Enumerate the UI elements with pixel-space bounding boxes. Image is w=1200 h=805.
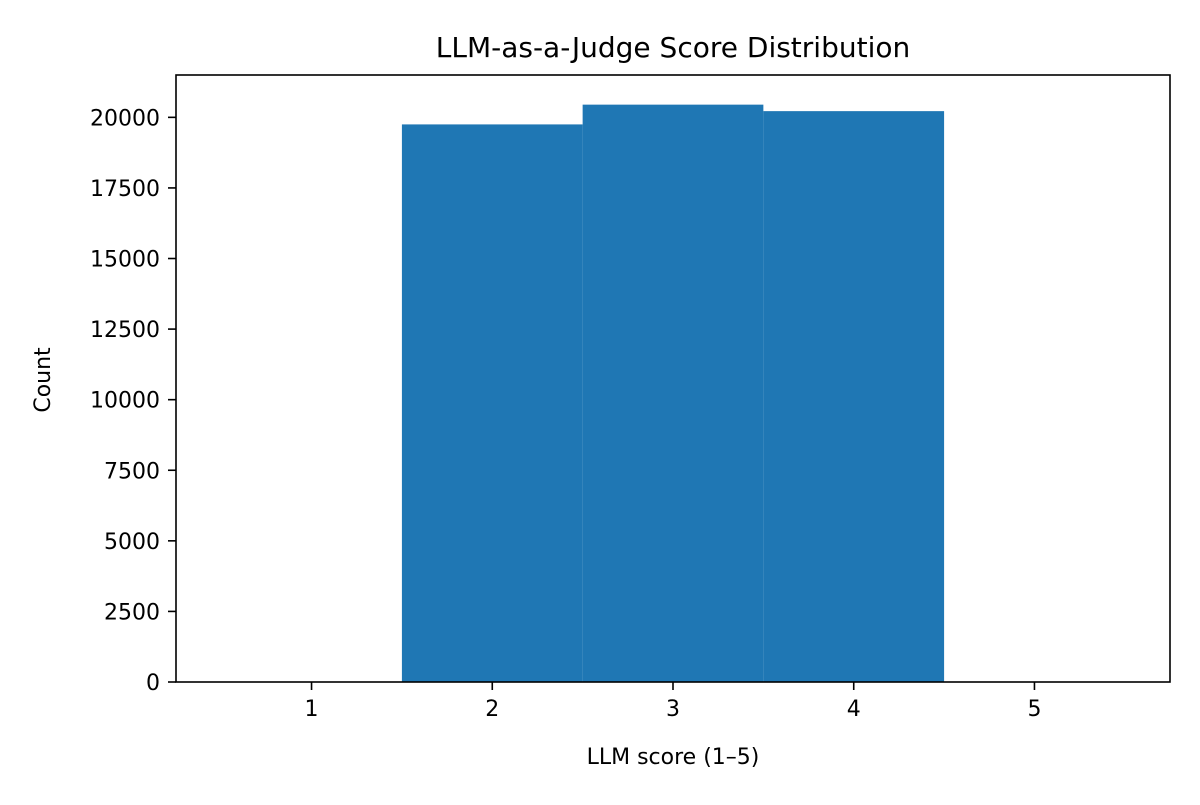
y-tick-label: 12500 (90, 318, 160, 343)
x-tick-label: 2 (485, 697, 499, 722)
x-tick-label: 1 (305, 697, 319, 722)
bar-score-2 (401, 124, 583, 682)
x-axis: 1 2 3 4 5 (305, 682, 1041, 722)
y-axis-label: Count (31, 347, 56, 413)
y-tick-label: 7500 (104, 459, 160, 484)
y-tick-label: 2500 (104, 600, 160, 625)
y-tick-label: 20000 (90, 106, 160, 131)
y-tick-label: 15000 (90, 248, 160, 273)
y-tick-label: 10000 (90, 389, 160, 414)
x-tick-label: 4 (847, 697, 861, 722)
bars-group (401, 104, 945, 683)
y-axis: 0 2500 5000 7500 10000 12500 15000 17500 20000 (90, 106, 176, 696)
y-tick-label: 0 (146, 671, 160, 696)
y-tick-label: 17500 (90, 177, 160, 202)
y-tick-label: 5000 (104, 530, 160, 555)
bar-score-3 (582, 104, 764, 683)
x-axis-label: LLM score (1–5) (587, 745, 760, 770)
x-tick-label: 3 (666, 697, 680, 722)
x-tick-label: 5 (1027, 697, 1041, 722)
bar-score-4 (763, 111, 945, 682)
chart-title: LLM-as-a-Judge Score Distribution (436, 31, 910, 64)
